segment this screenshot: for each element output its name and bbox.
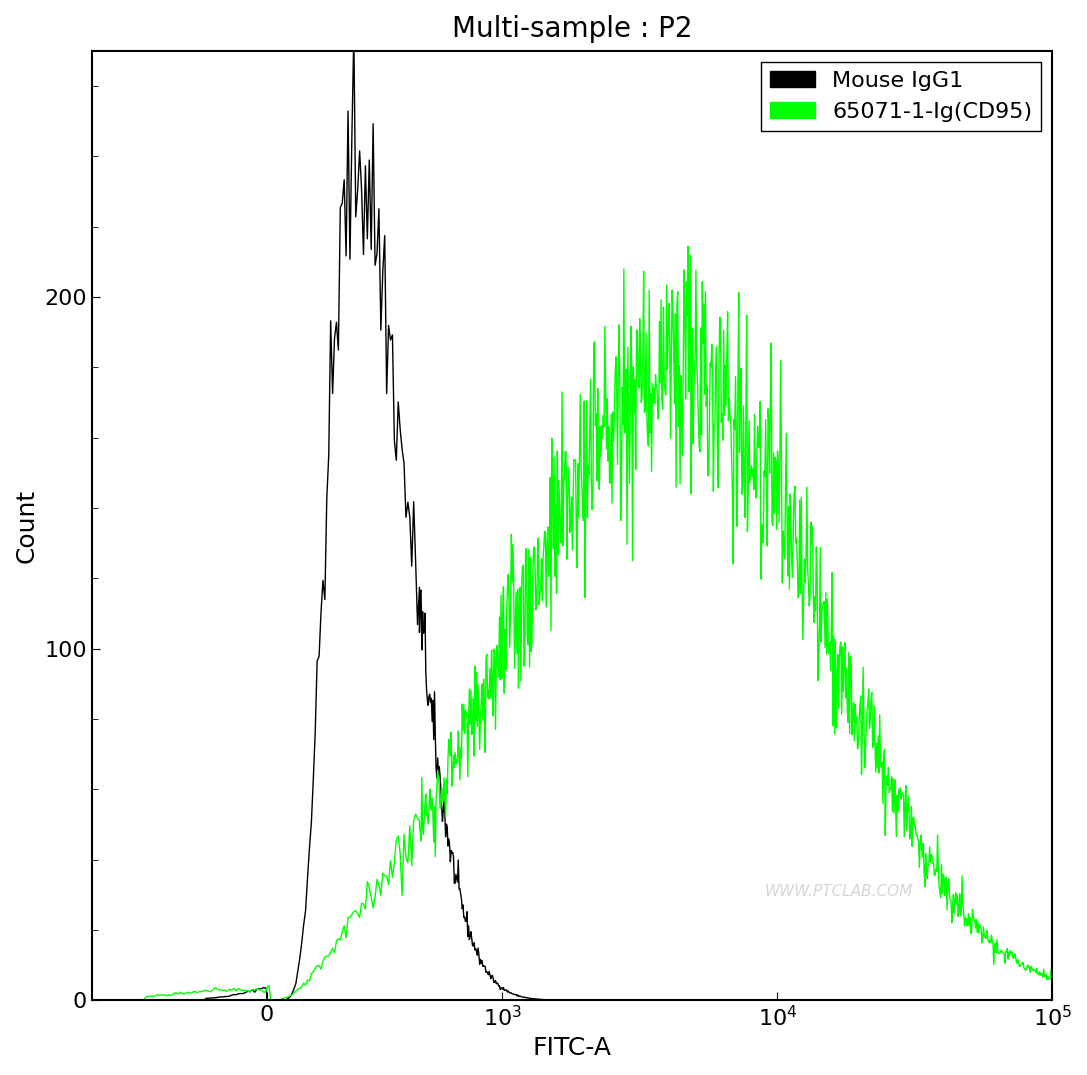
Mouse IgG1: [1009, 994, 1022, 1007]
65071-1-Ig(CD95): [86, 994, 99, 1007]
65071-1-Ig(CD95): [184, 987, 197, 1000]
65071-1-Ig(CD95): [1021, 960, 1034, 973]
X-axis label: FITC-A: FITC-A: [533, 1036, 612, 1060]
Legend: Mouse IgG1, 65071-1-Ig(CD95): Mouse IgG1, 65071-1-Ig(CD95): [761, 62, 1041, 131]
Mouse IgG1: [735, 994, 748, 1007]
Text: WWW.PTCLAB.COM: WWW.PTCLAB.COM: [764, 884, 913, 899]
Mouse IgG1: [428, 686, 441, 699]
65071-1-Ig(CD95): [427, 835, 440, 848]
Mouse IgG1: [1021, 994, 1034, 1007]
Mouse IgG1: [184, 994, 197, 1007]
Mouse IgG1: [602, 994, 615, 1007]
Mouse IgG1: [348, 28, 361, 41]
Y-axis label: Count: Count: [15, 488, 39, 562]
65071-1-Ig(CD95): [682, 240, 695, 253]
Mouse IgG1: [1046, 994, 1059, 1007]
Mouse IgG1: [86, 994, 99, 1007]
65071-1-Ig(CD95): [1046, 974, 1059, 987]
Line: 65071-1-Ig(CD95): 65071-1-Ig(CD95): [92, 246, 1052, 1001]
65071-1-Ig(CD95): [1009, 947, 1022, 960]
65071-1-Ig(CD95): [601, 455, 614, 468]
65071-1-Ig(CD95): [735, 362, 748, 375]
Line: Mouse IgG1: Mouse IgG1: [92, 34, 1052, 1001]
Title: Multi-sample : P2: Multi-sample : P2: [452, 15, 692, 43]
